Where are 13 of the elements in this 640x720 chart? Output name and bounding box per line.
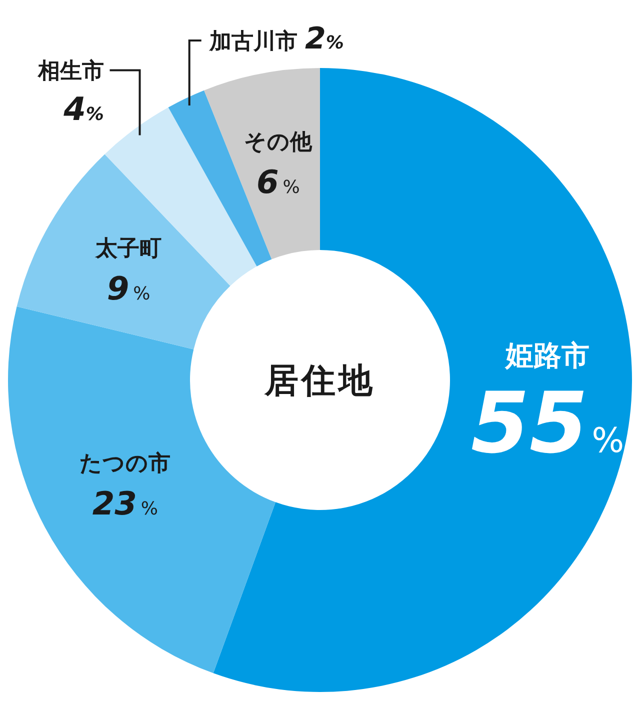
data-label: 2% bbox=[305, 22, 344, 57]
data-label: 6% bbox=[256, 162, 300, 201]
data-label: 55% bbox=[470, 374, 624, 472]
slice-label: 姫路市 bbox=[504, 339, 590, 372]
slice-label: 加古川市 bbox=[208, 28, 306, 55]
slice-label: その他 bbox=[244, 130, 314, 155]
text: 居住地 bbox=[264, 361, 376, 401]
data-label: 23% bbox=[92, 484, 158, 522]
slice-label: 相生市 bbox=[36, 58, 104, 84]
slice-label: たつの市 bbox=[80, 450, 171, 476]
data-label: 4% bbox=[62, 90, 104, 128]
slice-label: 太子町 bbox=[94, 236, 162, 262]
data-label: 9% bbox=[106, 270, 150, 308]
